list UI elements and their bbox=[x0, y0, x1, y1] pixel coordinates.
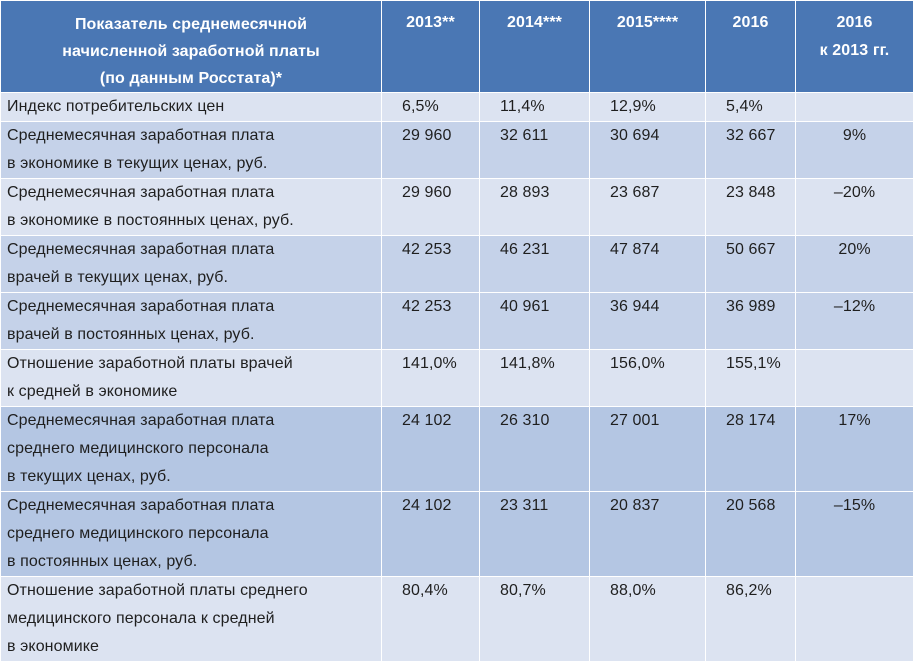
table-row: Среднемесячная заработная плата врачей в … bbox=[0, 292, 914, 350]
value-cell: 20 837 bbox=[589, 491, 706, 577]
value-cell: 36 989 bbox=[705, 292, 796, 350]
header-change-line: к 2013 гг. bbox=[819, 42, 890, 59]
value-cell: 47 874 bbox=[589, 235, 706, 293]
header-indicator-line: начисленной заработной платы bbox=[62, 43, 320, 60]
row-label: Индекс потребительских цен bbox=[0, 92, 382, 122]
value-cell: 6,5% bbox=[381, 92, 480, 122]
change-cell bbox=[795, 349, 914, 407]
header-indicator-line: (по данным Росстата)* bbox=[99, 70, 283, 87]
value-cell: 32 611 bbox=[479, 121, 590, 179]
row-label: Среднемесячная заработная плата врачей в … bbox=[0, 292, 382, 350]
value-cell: 24 102 bbox=[381, 406, 480, 492]
row-label-line: врачей в постоянных ценах, руб. bbox=[7, 326, 255, 343]
row-label-line: Индекс потребительских цен bbox=[7, 98, 225, 115]
value-cell: 23 848 bbox=[705, 178, 796, 236]
row-label: Среднемесячная заработная плата в экономи… bbox=[0, 121, 382, 179]
value-cell: 141,8% bbox=[479, 349, 590, 407]
change-cell: 9% bbox=[795, 121, 914, 179]
value-cell: 46 231 bbox=[479, 235, 590, 293]
row-label-line: Среднемесячная заработная плата bbox=[7, 497, 275, 514]
value-cell: 24 102 bbox=[381, 491, 480, 577]
table-row: Среднемесячная заработная плата среднего … bbox=[0, 491, 914, 577]
row-label-line: в постоянных ценах, руб. bbox=[7, 553, 198, 570]
header-indicator: Показатель среднемесячной начисленной за… bbox=[0, 0, 382, 93]
value-cell: 28 893 bbox=[479, 178, 590, 236]
header-year-2015: 2015**** bbox=[589, 0, 706, 93]
value-cell: 86,2% bbox=[705, 576, 796, 662]
change-cell: 17% bbox=[795, 406, 914, 492]
value-cell: 42 253 bbox=[381, 235, 480, 293]
header-change: 2016 к 2013 гг. bbox=[795, 0, 914, 93]
row-label: Отношение заработной платы врачей к средн… bbox=[0, 349, 382, 407]
row-label: Отношение заработной платы среднего медиц… bbox=[0, 576, 382, 662]
row-label: Среднемесячная заработная плата врачей в … bbox=[0, 235, 382, 293]
value-cell: 29 960 bbox=[381, 121, 480, 179]
table-row: Среднемесячная заработная плата в экономи… bbox=[0, 121, 914, 179]
row-label-line: врачей в текущих ценах, руб. bbox=[7, 269, 229, 286]
table-header-row: Показатель среднемесячной начисленной за… bbox=[0, 0, 914, 93]
value-cell: 32 667 bbox=[705, 121, 796, 179]
value-cell: 23 311 bbox=[479, 491, 590, 577]
change-cell: –20% bbox=[795, 178, 914, 236]
row-label-line: Среднемесячная заработная плата bbox=[7, 298, 275, 315]
value-cell: 20 568 bbox=[705, 491, 796, 577]
row-label-line: Отношение заработной платы врачей bbox=[7, 355, 293, 372]
value-cell: 5,4% bbox=[705, 92, 796, 122]
row-label: Среднемесячная заработная плата в экономи… bbox=[0, 178, 382, 236]
value-cell: 36 944 bbox=[589, 292, 706, 350]
table-row: Среднемесячная заработная плата врачей в … bbox=[0, 235, 914, 293]
change-cell bbox=[795, 92, 914, 122]
value-cell: 11,4% bbox=[479, 92, 590, 122]
row-label-line: среднего медицинского персонала bbox=[7, 440, 269, 457]
table-row: Отношение заработной платы врачей к средн… bbox=[0, 349, 914, 407]
value-cell: 26 310 bbox=[479, 406, 590, 492]
table-row: Среднемесячная заработная плата в экономи… bbox=[0, 178, 914, 236]
row-label: Среднемесячная заработная плата среднего … bbox=[0, 491, 382, 577]
table-row: Отношение заработной платы среднего медиц… bbox=[0, 576, 914, 662]
value-cell: 40 961 bbox=[479, 292, 590, 350]
row-label-line: в текущих ценах, руб. bbox=[7, 468, 171, 485]
row-label-line: Среднемесячная заработная плата bbox=[7, 412, 275, 429]
header-indicator-line: Показатель среднемесячной bbox=[74, 16, 308, 33]
row-label-line: Отношение заработной платы среднего bbox=[7, 582, 308, 599]
value-cell: 29 960 bbox=[381, 178, 480, 236]
table-row: Индекс потребительских цен 6,5% 11,4% 12,9%… bbox=[0, 92, 914, 122]
value-cell: 80,4% bbox=[381, 576, 480, 662]
change-cell: 20% bbox=[795, 235, 914, 293]
header-year-2013: 2013** bbox=[381, 0, 480, 93]
value-cell: 155,1% bbox=[705, 349, 796, 407]
value-cell: 27 001 bbox=[589, 406, 706, 492]
value-cell: 12,9% bbox=[589, 92, 706, 122]
value-cell: 80,7% bbox=[479, 576, 590, 662]
row-label-line: в экономике bbox=[7, 638, 100, 655]
value-cell: 156,0% bbox=[589, 349, 706, 407]
row-label: Среднемесячная заработная плата среднего … bbox=[0, 406, 382, 492]
row-label-line: медицинского персонала к средней bbox=[7, 610, 275, 627]
row-label-line: среднего медицинского персонала bbox=[7, 525, 269, 542]
table-row: Среднемесячная заработная плата среднего … bbox=[0, 406, 914, 492]
row-label-line: к средней в экономике bbox=[7, 383, 178, 400]
row-label-line: Среднемесячная заработная плата bbox=[7, 184, 275, 201]
header-change-line: 2016 bbox=[836, 14, 873, 31]
row-label-line: Среднемесячная заработная плата bbox=[7, 127, 275, 144]
change-cell bbox=[795, 576, 914, 662]
value-cell: 141,0% bbox=[381, 349, 480, 407]
header-year-2014: 2014*** bbox=[479, 0, 590, 93]
row-label-line: в экономике в текущих ценах, руб. bbox=[7, 155, 268, 172]
value-cell: 30 694 bbox=[589, 121, 706, 179]
value-cell: 88,0% bbox=[589, 576, 706, 662]
value-cell: 50 667 bbox=[705, 235, 796, 293]
header-year-2016: 2016 bbox=[705, 0, 796, 93]
row-label-line: в экономике в постоянных ценах, руб. bbox=[7, 212, 294, 229]
change-cell: –12% bbox=[795, 292, 914, 350]
value-cell: 23 687 bbox=[589, 178, 706, 236]
change-cell: –15% bbox=[795, 491, 914, 577]
value-cell: 42 253 bbox=[381, 292, 480, 350]
row-label-line: Среднемесячная заработная плата bbox=[7, 241, 275, 258]
value-cell: 28 174 bbox=[705, 406, 796, 492]
